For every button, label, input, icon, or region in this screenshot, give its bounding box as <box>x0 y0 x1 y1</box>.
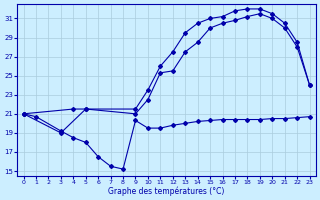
X-axis label: Graphe des températures (°C): Graphe des températures (°C) <box>108 186 225 196</box>
